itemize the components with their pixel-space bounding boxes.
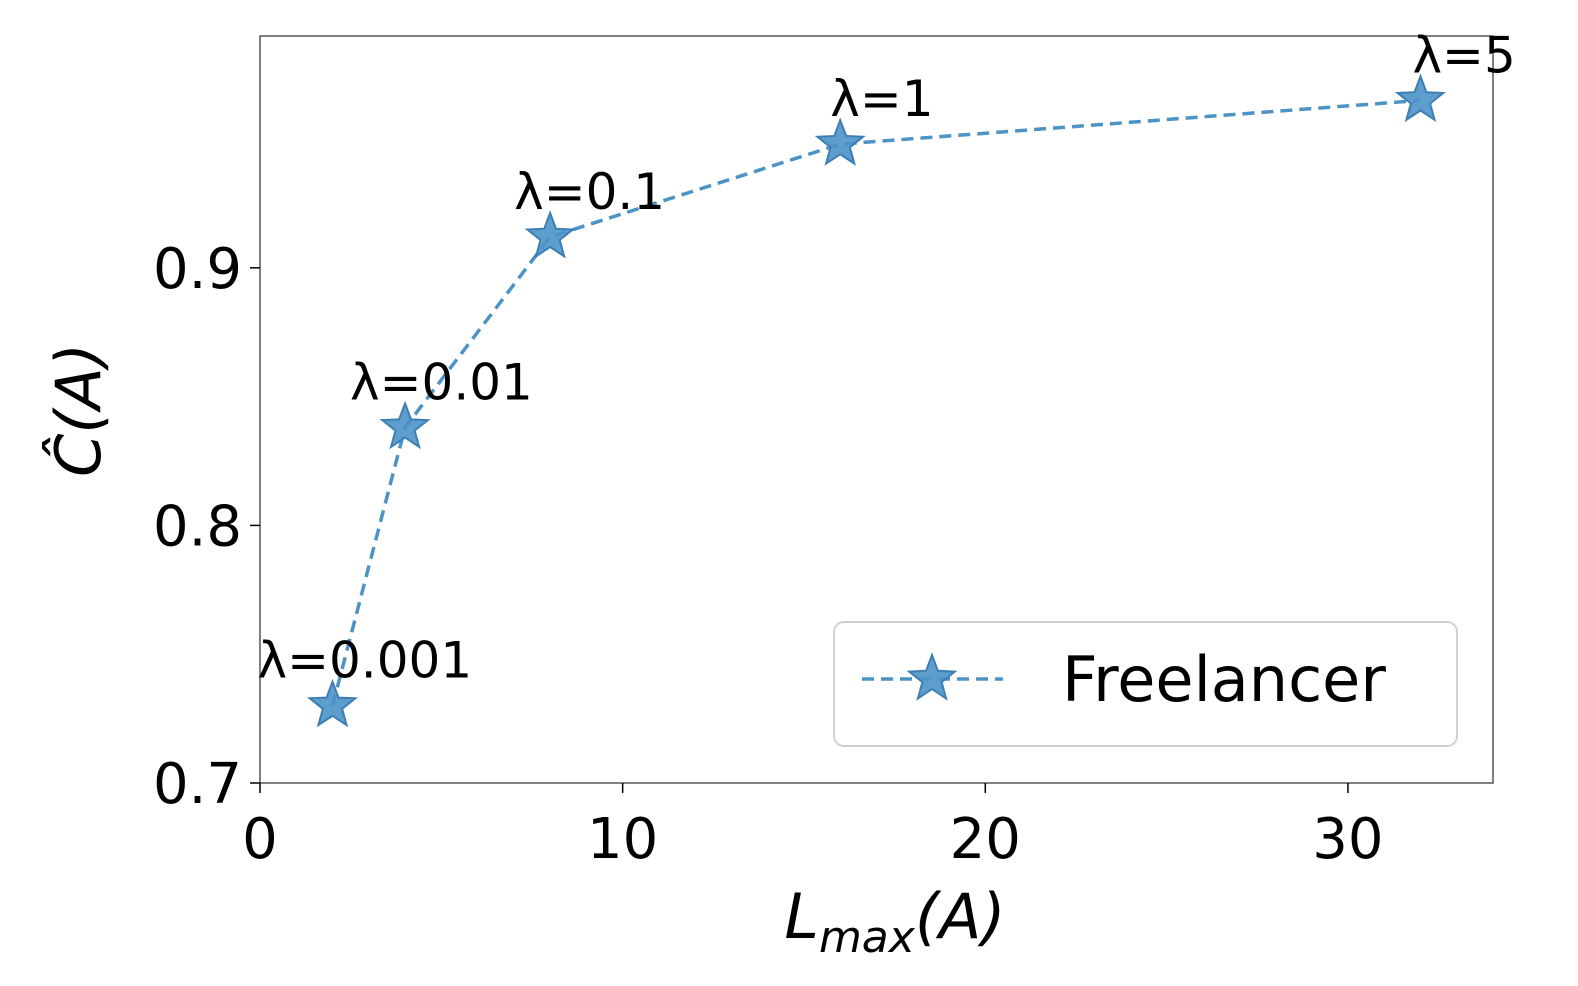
- legend-box: [833, 621, 1458, 747]
- y-tick-label: 0.7: [153, 752, 242, 817]
- y-tick-label: 0.9: [153, 237, 242, 302]
- x-label-suffix: (A): [915, 880, 1006, 953]
- x-tick-label: 10: [587, 807, 658, 872]
- legend-label: Freelancer: [1062, 643, 1386, 716]
- plot-frame: [259, 35, 1494, 784]
- point-annotation: λ=5: [1412, 26, 1515, 84]
- star-marker: [814, 117, 866, 166]
- y-axis-label: Ĉ(A): [42, 343, 115, 477]
- x-label-main: L: [784, 880, 819, 953]
- legend-marker: [906, 652, 958, 701]
- y-tick-label: 0.8: [153, 494, 242, 559]
- x-tick-label: 30: [1312, 807, 1383, 872]
- star-marker: [379, 400, 431, 450]
- point-annotation: λ=0.1: [514, 163, 665, 221]
- x-tick-label: 0: [242, 807, 278, 872]
- x-tick-label: 20: [950, 807, 1021, 872]
- x-label-sub: max: [819, 912, 916, 963]
- x-axis-label: Lmax(A): [784, 880, 1005, 963]
- point-annotation: λ=0.001: [258, 632, 473, 690]
- point-annotation: λ=0.01: [350, 354, 533, 412]
- star-marker: [1394, 73, 1447, 123]
- star-marker: [306, 678, 359, 728]
- data-line: [330, 98, 1421, 707]
- point-annotation: λ=1: [830, 70, 933, 128]
- star-marker: [524, 210, 576, 259]
